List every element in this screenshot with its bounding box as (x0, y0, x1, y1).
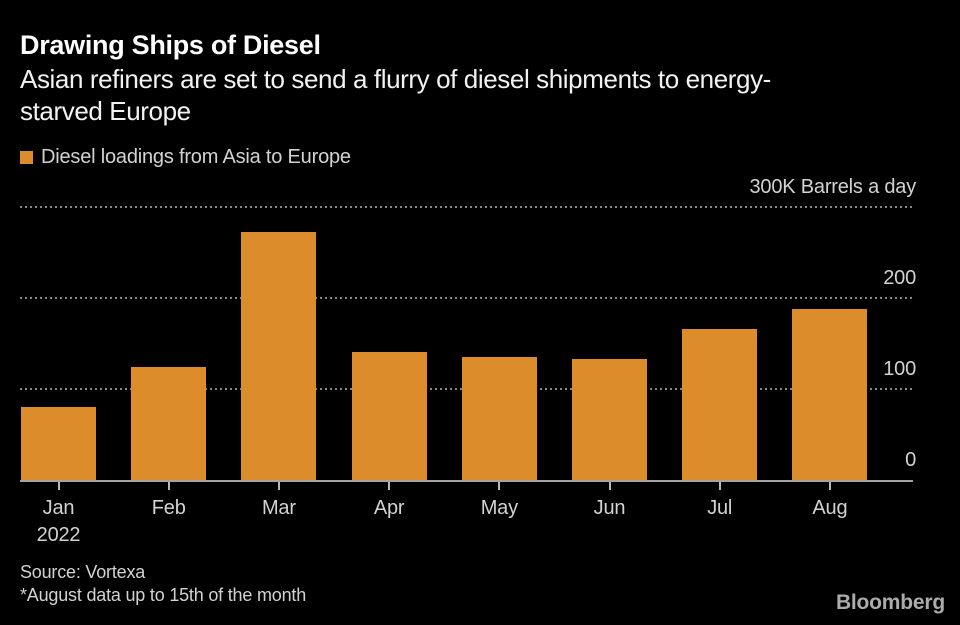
y-tick-label-300: 300K Barrels a day (749, 176, 917, 198)
x-axis-label-mar: Mar (261, 497, 296, 519)
x-tick-mark-jun (608, 482, 611, 490)
x-axis-year-label: 2022 (36, 524, 81, 546)
bar-may (461, 357, 537, 480)
plot-area: 300K Barrels a day 200 100 0 Jan 2022 Feb Mar Ap… (20, 176, 916, 546)
x-axis-label-may: May (480, 497, 518, 519)
x-tick-mark-aug (828, 482, 831, 490)
x-tick-mark-may (498, 482, 501, 490)
x-axis-label-apr: Apr (373, 497, 405, 519)
bar-jul (682, 328, 758, 480)
subtitle-line-1: Asian refiners are set to send a flurry … (20, 64, 771, 94)
y-tick-label-200: 200 (883, 267, 916, 289)
gridline-300 (20, 206, 913, 208)
bar-jan (21, 407, 96, 480)
legend-color-swatch (20, 151, 33, 164)
x-tick-mark-jan (57, 482, 60, 490)
bar-apr (351, 351, 427, 480)
gridline-200 (20, 297, 913, 299)
x-axis-line (20, 480, 913, 482)
chart-subtitle: Asian refiners are set to send a flurry … (20, 63, 950, 127)
x-axis-label-feb: Feb (151, 497, 186, 519)
x-axis-label-jul: Jul (707, 497, 733, 519)
bar-feb (131, 367, 207, 480)
footnote-text: *August data up to 15th of the month (20, 585, 307, 605)
x-tick-mark-feb (167, 482, 170, 490)
legend-label: Diesel loadings from Asia to Europe (41, 146, 351, 168)
x-axis-label-jan: Jan 2022 (4, 495, 114, 549)
x-tick-mark-mar (277, 482, 280, 490)
x-axis-label-jun: Jun (593, 497, 626, 519)
legend: Diesel loadings from Asia to Europe (20, 146, 351, 169)
x-tick-mark-apr (388, 482, 391, 490)
x-tick-mark-jul (718, 482, 721, 490)
y-tick-label-0: 0 (905, 449, 916, 471)
bar-mar (241, 232, 317, 480)
subtitle-line-2: starved Europe (20, 96, 191, 126)
bar-jun (572, 358, 647, 480)
bloomberg-logo: Bloomberg (835, 591, 945, 614)
bar-aug (792, 308, 868, 480)
chart-title: Drawing Ships of Diesel (20, 30, 321, 60)
y-tick-label-100: 100 (883, 358, 916, 380)
source-text: Source: Vortexa (20, 562, 146, 582)
x-axis-label-aug: Aug (812, 497, 848, 519)
